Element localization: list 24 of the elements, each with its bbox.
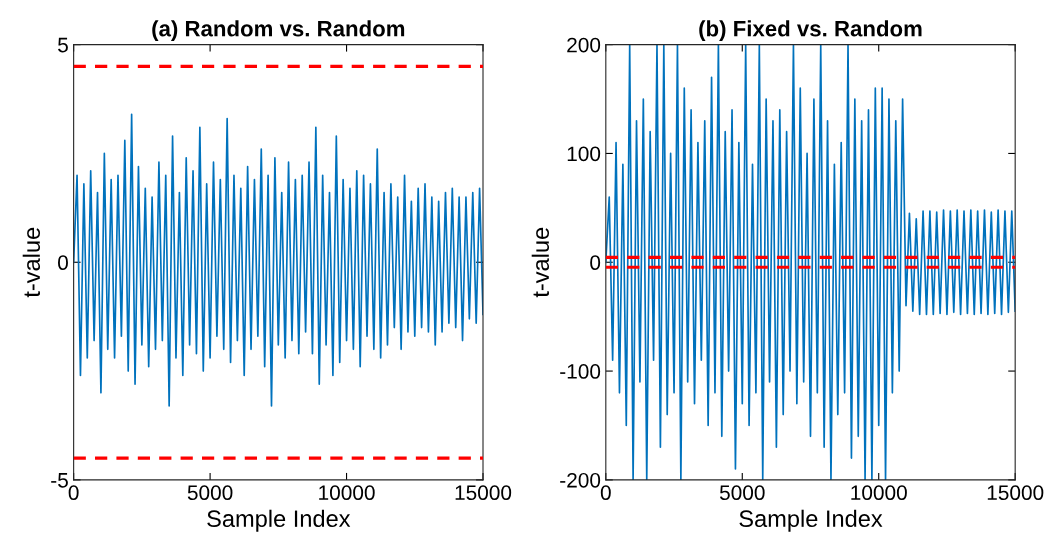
x-tick-label: 0 <box>68 485 79 501</box>
x-tick-label: 10000 <box>319 485 375 501</box>
x-tick-label: 15000 <box>455 485 512 501</box>
y-tick-label: 200 <box>567 37 601 53</box>
x-tick-label: 0 <box>600 485 611 501</box>
line-series <box>73 113 484 407</box>
y-axis-title: t-value <box>22 227 41 298</box>
x-tick-label: 5000 <box>719 485 765 501</box>
x-axis-title: Sample Index <box>739 509 883 532</box>
y-tick-label: -100 <box>560 364 601 379</box>
y-tick-label: -5 <box>51 473 68 488</box>
y-axis-title: t-value <box>531 227 550 298</box>
x-axis-title: Sample Index <box>207 509 351 532</box>
x-tick-label: 10000 <box>851 485 907 501</box>
x-tick-label: 15000 <box>987 485 1044 501</box>
y-tick-label: -200 <box>560 472 601 488</box>
y-tick-label: 100 <box>567 146 601 162</box>
x-tick-label: 5000 <box>187 485 233 501</box>
y-tick-label: 5 <box>58 37 68 53</box>
y-tick-label: 0 <box>58 255 68 271</box>
y-tick-label: 0 <box>590 255 601 271</box>
chart-title: (a) Random vs. Random <box>152 20 405 41</box>
line-series <box>605 44 1016 480</box>
chart-title: (b) Fixed vs. Random <box>699 20 922 41</box>
